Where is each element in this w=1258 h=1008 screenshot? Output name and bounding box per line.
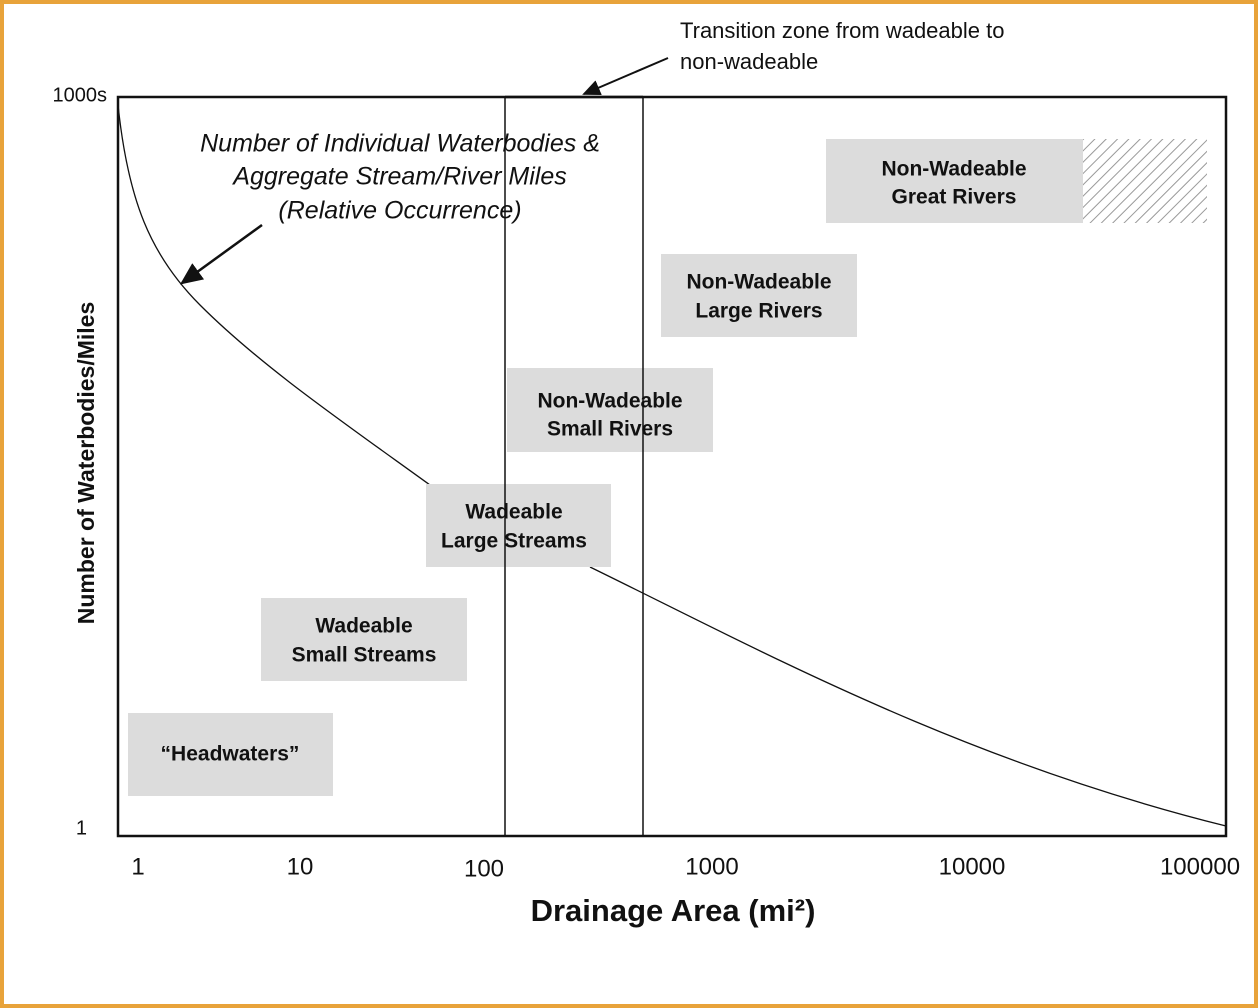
x-tick-label: 100000 <box>1160 853 1240 880</box>
box-label: Great Rivers <box>892 186 1017 209</box>
x-tick-label: 100 <box>464 855 504 882</box>
boxes <box>128 139 1207 796</box>
x-tick-label: 10 <box>287 853 314 880</box>
annotation: (Relative Occurrence) <box>278 197 521 225</box>
box-label: Large Streams <box>441 530 587 553</box>
y-tick-label: 1000s <box>53 84 108 106</box>
hatched-box <box>1083 139 1207 223</box>
plot-border <box>116 95 1228 838</box>
box-label: Large Rivers <box>695 300 822 323</box>
box-label: Wadeable <box>465 501 562 524</box>
annotation: non-wadeable <box>680 49 818 74</box>
box-label: Non-Wadeable <box>881 158 1026 181</box>
box <box>261 598 467 681</box>
box <box>426 484 611 567</box>
y-axis-label: Number of Waterbodies/Miles <box>73 302 99 624</box>
box <box>826 139 1083 223</box>
y-tick-label: 1 <box>76 817 87 839</box>
box-label: Wadeable <box>315 615 412 638</box>
arrow <box>179 223 263 285</box>
x-tick-label: 1 <box>131 853 144 880</box>
x-tick-label: 1000 <box>685 853 738 880</box>
curve <box>117 104 1227 827</box>
arrow <box>582 57 669 96</box>
annotation: Aggregate Stream/River Miles <box>231 163 566 191</box>
box-label: Small Streams <box>292 644 437 667</box>
annotation: Number of Individual Waterbodies & <box>200 130 600 158</box>
annotation: Transition zone from wadeable to <box>680 18 1004 43</box>
box-label: Small Rivers <box>547 418 673 441</box>
box <box>128 713 333 796</box>
box <box>661 254 857 337</box>
box-label: “Headwaters” <box>161 743 300 766</box>
box <box>507 368 713 452</box>
x-tick-label: 10000 <box>939 853 1006 880</box>
box-label: Non-Wadeable <box>537 390 682 413</box>
box-label: Non-Wadeable <box>686 271 831 294</box>
x-axis-label: Drainage Area (mi²) <box>531 893 816 928</box>
